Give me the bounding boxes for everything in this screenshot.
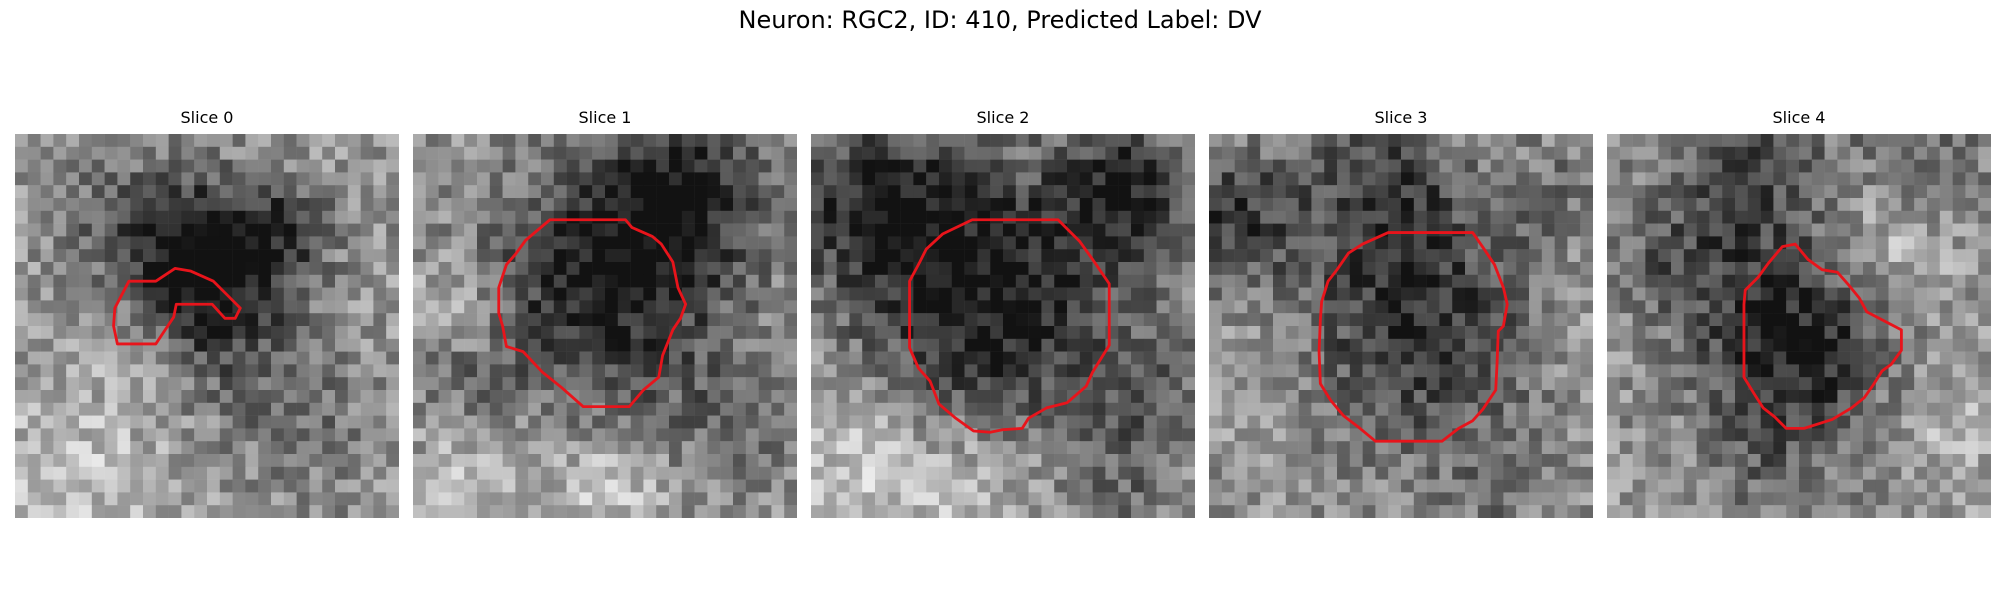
slice-image-1 [413,134,797,518]
slice-3-svg [1209,134,1593,518]
segmentation-contour [497,218,688,409]
slice-title-1: Slice 1 [578,108,632,127]
slice-4-svg [1607,134,1991,518]
segmentation-contour [112,266,242,346]
slice-1-svg [413,134,797,518]
slice-image-4 [1607,134,1991,518]
slice-title-2: Slice 2 [976,108,1030,127]
segmentation-contour [1742,242,1903,430]
slice-title-3: Slice 3 [1374,108,1428,127]
slice-2-svg [811,134,1195,518]
slice-image-2 [811,134,1195,518]
segmentation-contour [1317,231,1509,443]
slice-image-3 [1209,134,1593,518]
slice-0-svg [15,134,399,518]
slice-title-0: Slice 0 [180,108,234,127]
slice-title-4: Slice 4 [1772,108,1826,127]
slice-image-0 [15,134,399,518]
figure-title: Neuron: RGC2, ID: 410, Predicted Label: … [738,6,1262,34]
segmentation-contour [908,218,1111,434]
